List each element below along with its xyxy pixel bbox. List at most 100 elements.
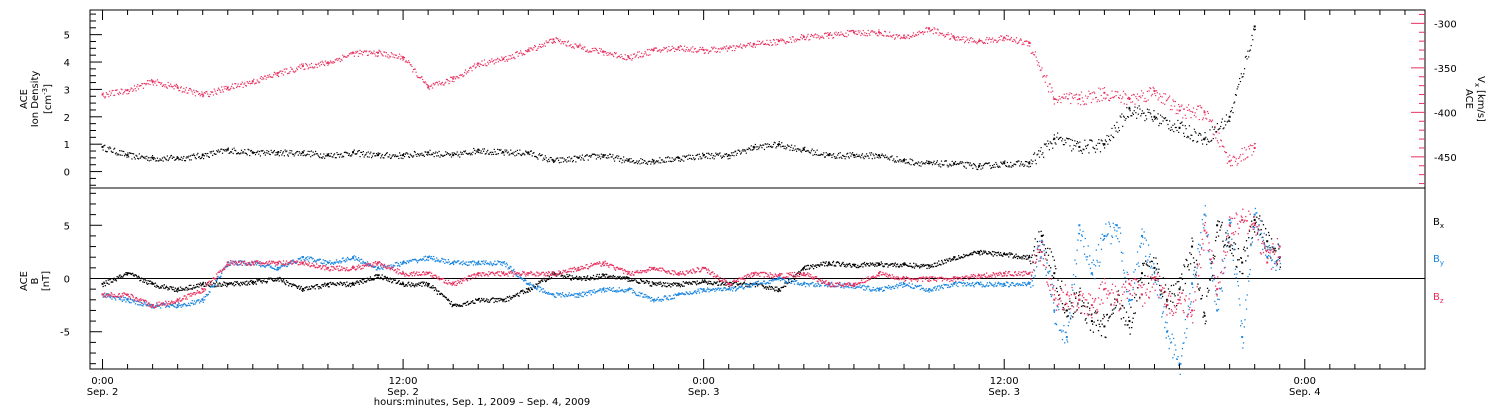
data-point: [297, 257, 299, 260]
data-point: [539, 282, 541, 284]
data-point: [606, 54, 608, 56]
data-point: [835, 265, 837, 267]
data-point: [1065, 142, 1067, 144]
data-point: [216, 93, 218, 95]
data-point: [285, 279, 288, 282]
data-point: [918, 265, 920, 267]
data-point: [702, 288, 705, 291]
data-point: [1009, 254, 1011, 256]
data-point: [445, 296, 447, 299]
data-point: [1149, 87, 1151, 89]
data-point: [227, 147, 229, 149]
data-point: [536, 49, 538, 51]
data-point: [1103, 97, 1105, 99]
data-point: [1027, 161, 1029, 163]
data-point: [769, 286, 771, 288]
data-point: [239, 263, 241, 266]
data-point: [145, 84, 147, 86]
data-point: [440, 154, 442, 156]
data-point: [472, 151, 474, 153]
data-point: [897, 265, 899, 268]
data-point: [194, 157, 196, 159]
data-point: [1210, 140, 1212, 142]
data-point: [1039, 69, 1041, 71]
data-point: [742, 45, 744, 47]
data-point: [399, 58, 402, 60]
data-point: [1038, 251, 1041, 253]
data-point: [1198, 289, 1201, 291]
data-point: [1050, 267, 1052, 269]
data-point: [440, 84, 442, 86]
data-point: [887, 266, 889, 268]
data-point: [1258, 218, 1260, 220]
data-point: [1140, 234, 1143, 237]
data-point: [385, 52, 388, 54]
data-point: [1240, 73, 1242, 75]
data-point: [758, 146, 761, 148]
data-point: [941, 164, 943, 166]
data-point: [381, 274, 383, 276]
data-point: [473, 65, 475, 67]
data-point: [531, 155, 533, 157]
data-point: [1166, 298, 1169, 301]
data-point: [641, 56, 644, 58]
data-point: [1226, 121, 1228, 123]
data-point: [615, 277, 617, 279]
data-point: [1141, 110, 1144, 112]
data-point: [346, 152, 348, 154]
data-point: [388, 278, 390, 280]
data-point: [1156, 268, 1158, 270]
data-point: [377, 277, 379, 279]
data-point: [119, 297, 121, 299]
data-point: [268, 153, 271, 155]
data-point: [1057, 101, 1059, 103]
data-point: [254, 260, 256, 262]
data-point: [276, 151, 279, 154]
data-point: [201, 93, 204, 96]
data-point: [225, 265, 227, 267]
data-point: [172, 156, 174, 158]
data-point: [714, 51, 716, 53]
data-point: [612, 154, 614, 156]
data-point: [960, 39, 962, 41]
data-point: [614, 275, 616, 278]
data-point: [126, 156, 128, 158]
data-point: [305, 257, 308, 259]
data-point: [864, 32, 866, 34]
data-point: [878, 29, 880, 31]
data-point: [941, 261, 944, 263]
data-point: [234, 280, 236, 283]
data-point: [508, 295, 511, 297]
data-point: [898, 34, 900, 37]
data-point: [1159, 114, 1162, 116]
data-point: [198, 92, 201, 95]
data-point: [1000, 35, 1002, 37]
data-point: [385, 279, 388, 281]
data-point: [1164, 290, 1166, 293]
data-point: [142, 281, 144, 283]
data-point: [165, 86, 168, 88]
data-point: [694, 158, 696, 160]
data-point: [840, 265, 842, 267]
data-point: [537, 47, 539, 49]
data-point: [337, 154, 339, 156]
data-point: [111, 298, 113, 300]
data-point: [436, 152, 439, 154]
data-point: [801, 269, 803, 271]
data-point: [408, 284, 411, 286]
data-point: [813, 149, 815, 152]
data-point: [1092, 331, 1095, 333]
data-point: [166, 286, 168, 289]
data-point: [1228, 115, 1231, 118]
data-point: [1168, 128, 1170, 130]
data-point: [282, 74, 285, 76]
data-point: [1132, 93, 1134, 96]
data-point: [795, 148, 797, 150]
data-point: [1279, 266, 1282, 268]
data-point: [1147, 99, 1149, 101]
data-point: [151, 281, 153, 283]
data-point: [675, 156, 677, 159]
data-point: [104, 97, 106, 99]
data-point: [292, 153, 294, 155]
data-point: [1118, 97, 1120, 99]
